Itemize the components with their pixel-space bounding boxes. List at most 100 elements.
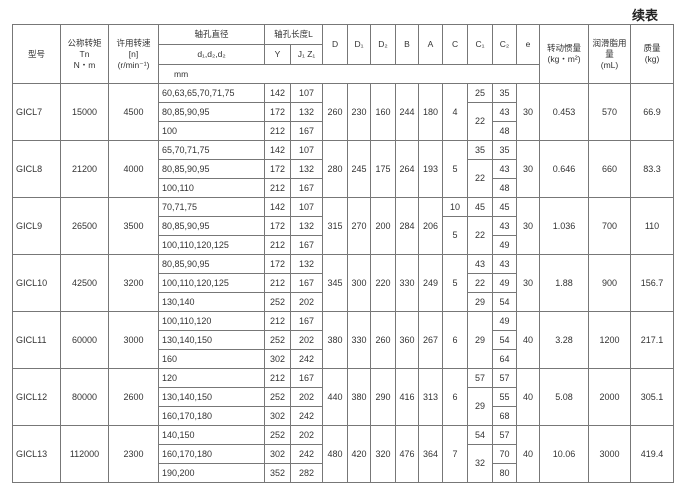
A-cell: 267 xyxy=(418,311,444,369)
bore-diameter-cell: 80,85,90,95 xyxy=(158,254,265,274)
bore-length-jz-cell: 202 xyxy=(289,387,324,407)
e-cell: 40 xyxy=(516,425,541,483)
C2-cell: 55 xyxy=(492,387,518,407)
torque-cell: 26500 xyxy=(60,197,109,255)
bore-length-y-cell: 252 xyxy=(264,387,291,407)
bore-length-jz-cell: 242 xyxy=(289,444,324,464)
A-cell: 249 xyxy=(418,254,444,312)
header-grease: 润滑脂用量 (mL) xyxy=(588,24,632,84)
model-cell: GⅠCL8 xyxy=(12,140,61,198)
bore-diameter-cell: 100 xyxy=(158,121,265,141)
torque-cell: 42500 xyxy=(60,254,109,312)
C-cell: 5 xyxy=(442,254,469,312)
speed-cell: 3500 xyxy=(108,197,159,255)
D2-cell: 290 xyxy=(370,368,397,426)
bore-length-jz-cell: 107 xyxy=(289,140,324,160)
coupling-spec-table: 型号 公称转矩 Tn N・m 许用转速 [n] (r/min⁻¹) 轴孔直径 轴孔长度L… xyxy=(12,24,675,483)
model-cell: GⅠCL10 xyxy=(12,254,61,312)
D1-cell: 270 xyxy=(347,197,372,255)
C2-cell: 35 xyxy=(492,140,518,160)
C-cell: 5 xyxy=(442,140,469,198)
bore-length-jz-cell: 107 xyxy=(289,197,324,217)
bore-length-jz-cell: 132 xyxy=(289,254,324,274)
speed-cell: 2300 xyxy=(108,425,159,483)
bore-length-jz-cell: 132 xyxy=(289,216,324,236)
header-speed: 许用转速 [n] (r/min⁻¹) xyxy=(108,24,159,84)
D1-cell: 245 xyxy=(347,140,372,198)
table-row: 80,85,90,95 172 132 22 43 xyxy=(13,102,674,141)
torque-cell: 60000 xyxy=(60,311,109,369)
C2-cell: 49 xyxy=(492,273,518,293)
bore-length-jz-cell: 132 xyxy=(289,102,324,122)
inertia-cell: 3.28 xyxy=(539,311,590,369)
D2-cell: 175 xyxy=(370,140,397,198)
mass-cell: 110 xyxy=(630,197,675,255)
table-row: GⅠCL10 42500 3200 80,85,90,95 172 132 345 300 22… xyxy=(12,254,675,312)
bore-diameter-cell: 120 xyxy=(158,368,265,388)
bore-diameter-cell: 160,170,180 xyxy=(158,406,265,426)
D-cell: 280 xyxy=(322,140,349,198)
model-cell: GⅠCL7 xyxy=(12,83,61,141)
header-C1: C₁ xyxy=(467,24,494,65)
bore-diameter-cell: 80,85,90,95 xyxy=(158,216,265,236)
bore-length-y-cell: 302 xyxy=(264,406,291,426)
D-cell: 345 xyxy=(322,254,349,312)
bore-length-y-cell: 212 xyxy=(264,273,291,293)
grease-cell: 1200 xyxy=(588,311,632,369)
A-cell: 180 xyxy=(418,83,444,141)
header-D2: D₂ xyxy=(370,24,397,65)
bore-length-jz-cell: 242 xyxy=(289,349,324,369)
C1-cell: 25 xyxy=(467,83,494,103)
C-cell: 7 xyxy=(442,425,469,483)
bore-length-jz-cell: 242 xyxy=(289,406,324,426)
inertia-cell: 10.06 xyxy=(539,425,590,483)
C2-cell: 35 xyxy=(492,83,518,103)
C2-cell: 54 xyxy=(492,292,518,312)
bore-length-y-cell: 212 xyxy=(264,178,291,198)
D1-cell: 380 xyxy=(347,368,372,426)
A-cell: 313 xyxy=(418,368,444,426)
D-cell: 260 xyxy=(322,83,349,141)
speed-cell: 4000 xyxy=(108,140,159,198)
bore-length-y-cell: 212 xyxy=(264,121,291,141)
mass-cell: 419.4 xyxy=(630,425,675,483)
table-row: GⅠCL7 15000 4500 60,63,65,70,71,75 142 107 260… xyxy=(12,83,675,141)
C1-cell: 57 xyxy=(467,368,494,388)
D-cell: 440 xyxy=(322,368,349,426)
B-cell: 264 xyxy=(395,140,420,198)
D2-cell: 160 xyxy=(370,83,397,141)
bore-length-jz-cell: 107 xyxy=(289,83,324,103)
header-mass: 质量 (kg) xyxy=(630,24,675,84)
e-cell: 30 xyxy=(516,254,541,312)
header-unit-mm: mm xyxy=(157,64,541,84)
header-row-1: 型号 公称转矩 Tn N・m 许用转速 [n] (r/min⁻¹) 轴孔直径 轴孔长度L… xyxy=(12,24,675,84)
model-cell: GⅠCL12 xyxy=(12,368,61,426)
D2-cell: 200 xyxy=(370,197,397,255)
header-bore-length: 轴孔长度L xyxy=(263,24,324,45)
C1-cell: 29 xyxy=(467,311,494,369)
header-bore-diameter-sub: d₁,d₂,d₂ xyxy=(158,44,265,65)
header-torque: 公称转矩 Tn N・m xyxy=(60,24,109,84)
C-cell: 6 xyxy=(442,368,469,426)
table-row: 130,140 252 202 29 54 xyxy=(13,292,674,312)
D-cell: 480 xyxy=(322,425,349,483)
header-row-2: d₁,d₂,d₂ Y J₁ Z₁ xyxy=(13,44,674,65)
bore-length-jz-cell: 167 xyxy=(289,273,324,293)
B-cell: 284 xyxy=(395,197,420,255)
bore-length-jz-cell: 167 xyxy=(289,368,324,388)
A-cell: 206 xyxy=(418,197,444,255)
table-row: 160 302 242 64 xyxy=(13,349,674,369)
table-row: GⅠCL8 21200 4000 65,70,71,75 142 107 280 245 175… xyxy=(12,140,675,198)
table-row: GⅠCL12 80000 2600 120 212 167 440 380 290 416 313 6… xyxy=(12,368,675,426)
bore-diameter-cell: 160 xyxy=(158,349,265,369)
D1-cell: 300 xyxy=(347,254,372,312)
C2-cell: 43 xyxy=(492,254,518,274)
C2-cell: 48 xyxy=(492,178,518,198)
header-bore-length-y: Y xyxy=(264,44,291,65)
mass-cell: 305.1 xyxy=(630,368,675,426)
bore-diameter-cell: 140,150 xyxy=(158,425,265,445)
C2-cell: 57 xyxy=(492,425,518,445)
bore-length-y-cell: 252 xyxy=(264,330,291,350)
D2-cell: 260 xyxy=(370,311,397,369)
bore-diameter-cell: 130,140 xyxy=(158,292,265,312)
